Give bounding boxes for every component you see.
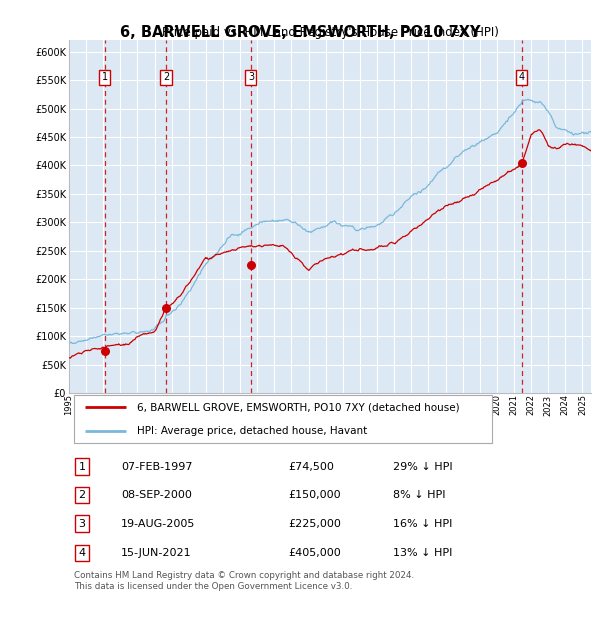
Text: 4: 4 [518, 73, 525, 82]
FancyBboxPatch shape [74, 395, 492, 443]
Text: 6, BARWELL GROVE, EMSWORTH, PO10 7XY (detached house): 6, BARWELL GROVE, EMSWORTH, PO10 7XY (de… [137, 402, 460, 412]
Text: £405,000: £405,000 [288, 548, 341, 559]
Text: 1: 1 [79, 461, 86, 472]
Text: 07-FEB-1997: 07-FEB-1997 [121, 461, 193, 472]
Text: £74,500: £74,500 [288, 461, 334, 472]
Text: 15-JUN-2021: 15-JUN-2021 [121, 548, 192, 559]
Title: Price paid vs. HM Land Registry's House Price Index (HPI): Price paid vs. HM Land Registry's House … [161, 26, 499, 39]
Text: 19-AUG-2005: 19-AUG-2005 [121, 518, 196, 529]
Text: 6, BARWELL GROVE, EMSWORTH, PO10 7XY: 6, BARWELL GROVE, EMSWORTH, PO10 7XY [120, 25, 480, 40]
Text: 1: 1 [102, 73, 108, 82]
Text: 2: 2 [163, 73, 169, 82]
Text: 16% ↓ HPI: 16% ↓ HPI [392, 518, 452, 529]
Text: 8% ↓ HPI: 8% ↓ HPI [392, 490, 445, 500]
Text: 3: 3 [79, 518, 86, 529]
Text: 4: 4 [79, 548, 86, 559]
Text: 08-SEP-2000: 08-SEP-2000 [121, 490, 192, 500]
Text: HPI: Average price, detached house, Havant: HPI: Average price, detached house, Hava… [137, 427, 367, 436]
Text: £150,000: £150,000 [288, 490, 341, 500]
Text: Contains HM Land Registry data © Crown copyright and database right 2024.
This d: Contains HM Land Registry data © Crown c… [74, 572, 415, 591]
Text: 2: 2 [79, 490, 86, 500]
Text: 13% ↓ HPI: 13% ↓ HPI [392, 548, 452, 559]
Text: 29% ↓ HPI: 29% ↓ HPI [392, 461, 452, 472]
Text: 3: 3 [248, 73, 254, 82]
Text: £225,000: £225,000 [288, 518, 341, 529]
